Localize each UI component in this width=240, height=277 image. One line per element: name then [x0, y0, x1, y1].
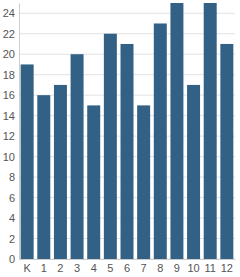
- x-tick: 6: [124, 259, 130, 274]
- y-tick: 22: [3, 28, 19, 40]
- x-tick-label: 11: [204, 262, 215, 274]
- bars: [21, 3, 234, 259]
- y-tick: 8: [9, 171, 19, 183]
- bar: [21, 64, 34, 259]
- bar: [220, 44, 233, 259]
- bar: [104, 34, 117, 259]
- x-tick: K: [23, 259, 31, 274]
- bar: [37, 95, 50, 259]
- x-tick-label: 1: [41, 262, 47, 274]
- grid-line: [19, 13, 235, 14]
- x-tick-label: 12: [221, 262, 233, 274]
- x-tick-label: 4: [91, 262, 97, 274]
- y-tick-label: 24: [3, 7, 15, 19]
- x-tick: 5: [107, 259, 113, 274]
- x-tick-label: 2: [57, 262, 63, 274]
- y-tick-label: 16: [3, 89, 15, 101]
- y-tick: 14: [3, 110, 19, 122]
- y-tick-label: 10: [3, 151, 15, 163]
- x-tick-label: 7: [141, 262, 147, 274]
- y-tick: 18: [3, 69, 19, 81]
- y-tick-label: 8: [9, 171, 15, 183]
- bar: [187, 85, 200, 259]
- y-tick-label: 0: [9, 253, 15, 265]
- x-tick: 11: [204, 259, 215, 274]
- y-tick-label: 18: [3, 69, 15, 81]
- x-tick: 8: [157, 259, 163, 274]
- y-axis-line: [19, 4, 20, 260]
- bar: [54, 85, 67, 259]
- x-tick-label: K: [23, 262, 31, 274]
- y-tick: 10: [3, 151, 19, 163]
- x-axis: K123456789101112: [20, 259, 236, 274]
- x-tick-label: 10: [187, 262, 199, 274]
- y-tick-label: 14: [3, 110, 15, 122]
- x-tick-label: 5: [107, 262, 113, 274]
- x-tick: 3: [74, 259, 80, 274]
- x-tick: 4: [91, 259, 97, 274]
- bar: [204, 3, 217, 259]
- y-tick: 20: [3, 48, 19, 60]
- y-tick-label: 12: [3, 130, 15, 142]
- bar: [87, 105, 100, 259]
- x-tick-label: 3: [74, 262, 80, 274]
- chart: 024681012141618202224K123456789101112: [0, 0, 240, 277]
- plot: 024681012141618202224K123456789101112: [3, 3, 236, 274]
- y-tick-label: 6: [9, 192, 15, 204]
- y-tick: 4: [9, 212, 19, 224]
- y-axis: 024681012141618202224: [3, 4, 20, 266]
- bar: [71, 54, 84, 259]
- y-tick: 16: [3, 89, 19, 101]
- x-tick-label: 8: [157, 262, 163, 274]
- x-tick: 9: [174, 259, 180, 274]
- x-tick: 2: [57, 259, 63, 274]
- bar: [121, 44, 134, 259]
- y-tick-label: 4: [9, 212, 15, 224]
- x-axis-line: [20, 259, 236, 260]
- y-tick-label: 20: [3, 48, 15, 60]
- y-tick: 24: [3, 7, 19, 19]
- x-tick: 12: [221, 259, 233, 274]
- y-tick-label: 22: [3, 28, 15, 40]
- y-tick: 12: [3, 130, 19, 142]
- bar: [170, 3, 183, 259]
- grid: [19, 13, 235, 259]
- x-tick-label: 9: [174, 262, 180, 274]
- x-tick-label: 6: [124, 262, 130, 274]
- x-tick: 7: [141, 259, 147, 274]
- y-tick: 2: [9, 233, 19, 245]
- y-tick: 0: [9, 253, 19, 265]
- y-tick-label: 2: [9, 233, 15, 245]
- x-tick: 10: [187, 259, 199, 274]
- y-tick: 6: [9, 192, 19, 204]
- x-tick: 1: [41, 259, 47, 274]
- bar: [154, 23, 167, 259]
- grid-line: [19, 33, 235, 34]
- bar: [137, 105, 150, 259]
